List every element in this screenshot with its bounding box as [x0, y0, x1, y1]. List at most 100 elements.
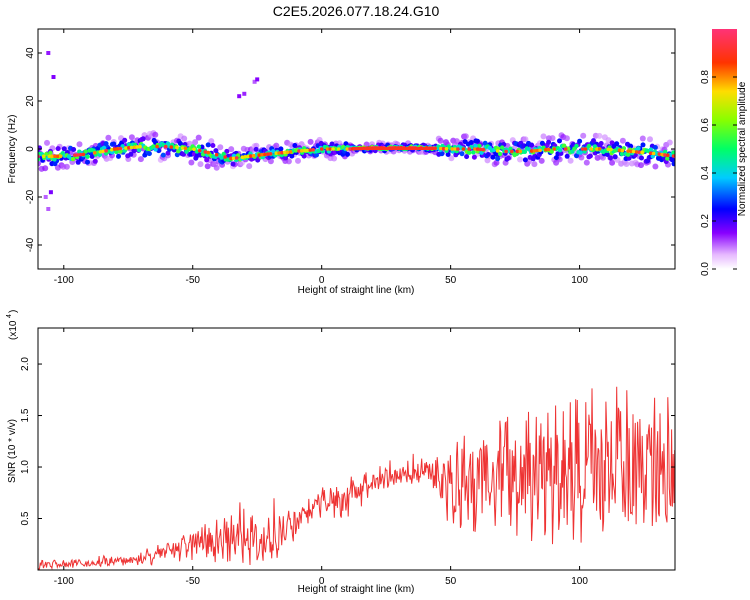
- spectrogram-ridge-cell: [277, 151, 281, 155]
- spectrogram-ridge-cell: [41, 154, 46, 158]
- spectrogram-ridge-cell: [288, 150, 293, 154]
- spectrogram-body-cell: [439, 151, 445, 157]
- spectrogram-ridge-cell: [297, 149, 301, 153]
- spectrogram-y-axis-label: Frequency (Hz): [7, 115, 18, 184]
- spectrogram-ridge-cell: [657, 152, 662, 156]
- spectrogram-core-cell: [200, 152, 206, 157]
- spectrogram-ridge-cell: [183, 146, 188, 151]
- spectrogram-halo-cell: [563, 135, 570, 142]
- spectrogram-halo-cell: [213, 164, 220, 171]
- spectrogram-ridge-cell: [660, 152, 664, 157]
- spectrogram-halo-cell: [609, 159, 616, 166]
- spectrogram-ridge-cell: [620, 148, 625, 153]
- spectrogram-body-cell: [495, 156, 501, 162]
- spectrogram-ridge-cell: [127, 146, 131, 150]
- spectrogram-ridge-cell: [75, 153, 80, 157]
- spectrogram-core-cell: [48, 150, 53, 155]
- spectrogram-ridge-cell: [135, 145, 140, 149]
- spectrogram-x-axis-label: Height of straight line (km): [298, 285, 415, 296]
- spectrogram-body-cell: [490, 154, 496, 160]
- spectrogram-ridge-cell: [515, 149, 520, 154]
- snr-y-scale-label: (x10 4 ): [6, 310, 19, 340]
- spectrogram-body-cell: [177, 141, 183, 146]
- spectrogram-body-cell: [210, 143, 216, 148]
- spectrogram-body-cell: [122, 137, 128, 143]
- spectrogram-core-cell: [586, 143, 592, 149]
- spectrogram-core-cell: [561, 143, 567, 148]
- spectrogram-halo-cell: [195, 134, 202, 141]
- spectrogram-core-cell: [500, 145, 505, 150]
- spectrogram-body-cell: [181, 151, 186, 157]
- spectrogram-ridge-cell: [538, 148, 542, 153]
- spectrogram-halo-cell: [493, 159, 500, 166]
- spectrogram-halo-cell: [549, 135, 556, 142]
- spectrogram-ridge-cell: [192, 147, 196, 152]
- spectrogram-ridge-cell: [300, 149, 304, 153]
- spectrogram-halo-cell: [38, 160, 41, 167]
- snr-x-tick-label: 0: [319, 576, 325, 587]
- spectrogram-ridge-cell: [98, 150, 103, 154]
- spectrogram-ridge-cell: [249, 154, 253, 158]
- snr-y-tick-label: 2.0: [20, 357, 31, 371]
- colorbar-gradient: [712, 29, 737, 269]
- spectrogram-ridge-cell: [473, 147, 477, 151]
- spectrogram-body-cell: [85, 159, 90, 165]
- spectrogram-body-cell: [301, 153, 307, 159]
- spectrogram-ridge-cell: [101, 149, 105, 154]
- spectrogram-core-cell: [38, 157, 41, 162]
- snr-y-tick-label: 0.5: [20, 511, 31, 525]
- spectrogram-ridge-cell: [268, 152, 273, 156]
- spectrogram-ridge-cell: [495, 149, 500, 153]
- spectrogram-ridge-cell: [589, 147, 593, 151]
- spectrogram-body-cell: [92, 158, 98, 164]
- spectrogram-ridge-cell: [124, 146, 128, 150]
- spectrogram-ridge-cell: [302, 148, 307, 153]
- spectrogram-halo-cell: [246, 163, 253, 170]
- spectrogram-halo-cell: [517, 156, 523, 163]
- spectrogram-x-tick-label: 50: [445, 275, 457, 286]
- snr-y-ticks: 0.5 1.0 1.5 2.0: [20, 357, 675, 525]
- spectrogram-outlier-cell: [46, 207, 51, 211]
- spectrogram-ridge-cell: [169, 145, 174, 149]
- spectrogram-ridge-cell: [634, 150, 639, 154]
- snr-panel: -100 -50 0 50 100 0.5 1.0 1.5 2.0 Height of str…: [6, 310, 676, 595]
- spectrogram-body-cell: [204, 157, 210, 163]
- spectrogram-body-cell: [174, 152, 180, 158]
- spectrogram-body-cell: [213, 148, 219, 154]
- spectrogram-y-tick-label: 40: [25, 47, 36, 59]
- spectrogram-ridge-cell: [155, 144, 159, 149]
- spectrogram-ridge-cell: [104, 148, 108, 153]
- snr-y-scale-base: (x10: [8, 320, 19, 340]
- snr-x-axis-label: Height of straight line (km): [298, 584, 415, 595]
- spectrogram-halo-cell: [208, 138, 215, 145]
- snr-y-tick-label: 1.5: [20, 408, 31, 422]
- spectrogram-body-cell: [345, 151, 350, 157]
- spectrogram-core-cell: [671, 150, 675, 155]
- spectrogram-body-cell: [640, 142, 646, 148]
- spectrogram-body-cell: [329, 141, 335, 147]
- spectrogram-ridge-cell: [325, 147, 330, 151]
- spectrogram-halo-cell: [567, 157, 574, 164]
- snr-y-scale-exponent: 4: [6, 314, 13, 318]
- spectrogram-body-cell: [89, 154, 95, 159]
- spectrogram-body-cell: [253, 146, 259, 152]
- colorbar-tick-label: 0.0: [700, 262, 711, 276]
- spectrogram-halo-cell: [538, 157, 545, 164]
- spectrogram-body-cell: [574, 153, 579, 159]
- spectrogram-body-cell: [669, 157, 675, 163]
- spectrogram-halo-cell: [204, 163, 211, 170]
- spectrogram-core-cell: [636, 146, 641, 151]
- colorbar-tick-label: 0.4: [700, 166, 711, 180]
- spectrogram-halo-cell: [437, 137, 444, 144]
- spectrogram-ridge-cell: [606, 147, 610, 152]
- spectrogram-ridge-cell: [475, 147, 480, 151]
- spectrogram-halo-cell: [596, 132, 603, 139]
- spectrogram-ridge-cell: [56, 154, 60, 158]
- spectrogram-body-cell: [464, 154, 470, 160]
- spectrogram-core-cell: [663, 149, 668, 154]
- spectrogram-outlier-cell: [51, 75, 56, 79]
- spectrogram-ridge-cell: [626, 149, 630, 153]
- snr-y-scale-close: ): [8, 310, 19, 313]
- spectrogram-outlier-cell: [255, 77, 260, 82]
- snr-x-tick-label: -100: [54, 576, 74, 587]
